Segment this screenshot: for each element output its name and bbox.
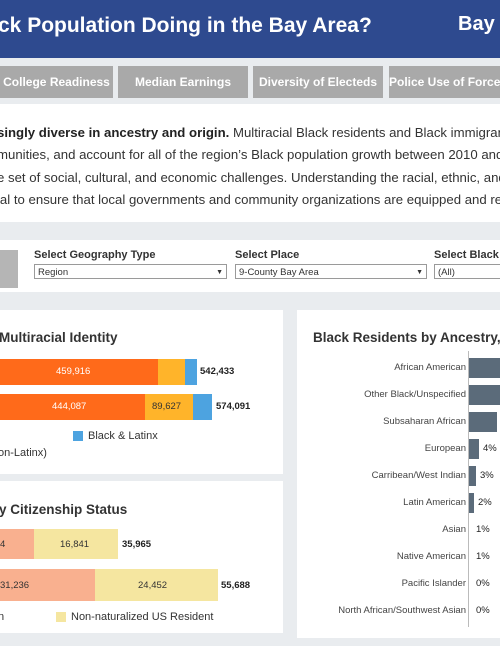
multiracial-row1-seg2[interactable] [158, 359, 185, 385]
geography-type-select[interactable]: Region ▼ [34, 264, 227, 279]
citizenship-row2-seg2-label: 24,452 [138, 580, 168, 591]
ancestry-pct-latin-american: 2% [478, 497, 492, 508]
legend-black-latinx: Black & Latinx [88, 430, 158, 442]
tab-median-earnings[interactable]: Median Earnings [118, 66, 248, 98]
tab-diversity-of-electeds[interactable]: Diversity of Electeds [253, 66, 383, 98]
ancestry-bar-other-black[interactable] [469, 385, 500, 405]
citizenship-row2-seg1-label: 31,236 [0, 580, 30, 591]
intro-panel: singly diverse in ancestry and origin. M… [0, 104, 500, 222]
ancestry-bar-subsaharan[interactable] [469, 412, 497, 432]
citizenship-row1-seg2[interactable] [34, 529, 118, 559]
citizenship-row1-total: 35,965 [122, 539, 152, 550]
intro-paragraph: singly diverse in ancestry and origin. M… [0, 122, 500, 212]
geography-type-value: Region [38, 267, 69, 278]
citizenship-panel: y Citizenship Status 4 16,841 35,965 31,… [0, 481, 283, 633]
citizenship-row1-seg1-label: 4 [0, 539, 6, 550]
multiracial-identity-panel: Multiracial Identity 459,916 542,433 444… [0, 310, 283, 474]
multiracial-row2-seg1-label: 444,087 [52, 401, 87, 412]
citizenship-row2-seg1[interactable] [0, 569, 95, 601]
ancestry-pct-north-african: 0% [476, 605, 490, 616]
ancestry-label-subsaharan: Subsaharan African [383, 416, 466, 427]
black-pop-label: Select Black P [434, 249, 500, 261]
black-pop-select[interactable]: (All) [434, 264, 500, 279]
place-select[interactable]: 9-County Bay Area ▼ [235, 264, 427, 279]
geography-type-label: Select Geography Type [34, 249, 156, 261]
ancestry-panel: Black Residents by Ancestry, 2 [297, 310, 500, 638]
chevron-down-icon: ▼ [216, 269, 223, 276]
multiracial-row2-seg3[interactable] [193, 394, 212, 420]
multiracial-title: Multiracial Identity [0, 330, 118, 345]
ancestry-title: Black Residents by Ancestry, 2 [313, 330, 500, 345]
filter-toggle-button[interactable] [0, 250, 18, 288]
multiracial-row1-seg1[interactable] [0, 359, 158, 385]
legend-swatch-black-latinx [73, 431, 83, 441]
ancestry-bar-european[interactable] [469, 439, 479, 459]
dashboard-title: ck Population Doing in the Bay Area? [0, 14, 372, 37]
ancestry-pct-caribbean: 3% [480, 470, 494, 481]
ancestry-bar-caribbean[interactable] [469, 466, 476, 486]
citizenship-row1-seg1[interactable] [0, 529, 34, 559]
ancestry-pct-native-american: 1% [476, 551, 490, 562]
multiracial-row2-seg2[interactable] [145, 394, 193, 420]
ancestry-pct-european: 4% [483, 443, 497, 454]
chevron-down-icon: ▼ [416, 269, 423, 276]
ancestry-bar-latin-american[interactable] [469, 493, 474, 513]
place-value: 9-County Bay Area [239, 267, 319, 278]
intro-lead: singly diverse in ancestry and origin. [0, 125, 230, 140]
ancestry-label-north-african: North African/Southwest Asian [338, 605, 466, 616]
ancestry-label-other-black: Other Black/Unspecified [364, 389, 466, 400]
intro-line-2: munities, and account for all of the reg… [0, 147, 500, 163]
multiracial-row1-seg1-label: 459,916 [56, 366, 91, 377]
ancestry-label-european: European [424, 443, 466, 454]
citizenship-row2-seg2[interactable] [95, 569, 218, 601]
intro-line-3: e set of social, cultural, and economic … [0, 169, 500, 185]
multiracial-row1-total: 542,433 [200, 366, 235, 377]
brand-logo-text: Bay A [458, 13, 500, 35]
ancestry-label-african-american: African American [394, 362, 466, 373]
ancestry-bar-african-american[interactable] [469, 358, 500, 378]
ancestry-label-latin-american: Latin American [403, 497, 466, 508]
ancestry-label-pacific-islander: Pacific Islander [401, 578, 466, 589]
citizenship-row1-seg2-label: 16,841 [60, 539, 90, 550]
intro-line-4: ial to ensure that local governments and… [0, 192, 500, 208]
multiracial-row2-total: 574,091 [216, 401, 251, 412]
legend-naturalized: n [0, 611, 5, 623]
tab-college-readiness[interactable]: College Readiness [0, 66, 113, 98]
ancestry-label-caribbean: Carribean/West Indian [371, 470, 466, 481]
place-label: Select Place [235, 249, 300, 261]
multiracial-row2-seg1[interactable] [0, 394, 145, 420]
ancestry-axis [468, 351, 469, 627]
tab-police-use-of-force[interactable]: Police Use of Force [389, 66, 500, 98]
legend-non-naturalized: Non-naturalized US Resident [71, 611, 214, 623]
black-pop-value: (All) [438, 267, 455, 278]
tab-bar: College Readiness Median Earnings Divers… [0, 66, 500, 98]
multiracial-row2-seg2-label: 89,627 [152, 401, 182, 412]
filter-bar: Select Geography Type Region ▼ Select Pl… [0, 240, 500, 292]
ancestry-label-native-american: Native American [396, 551, 466, 562]
legend-footnote: on-Latinx) [0, 447, 47, 459]
ancestry-pct-asian: 1% [476, 524, 490, 535]
legend-swatch-non-naturalized [56, 612, 66, 622]
intro-line-1: Multiracial Black residents and Black im… [229, 125, 500, 140]
ancestry-pct-pacific-islander: 0% [476, 578, 490, 589]
citizenship-row2-total: 55,688 [221, 580, 251, 591]
multiracial-row1-seg3[interactable] [185, 359, 197, 385]
ancestry-label-asian: Asian [442, 524, 466, 535]
citizenship-title: y Citizenship Status [0, 502, 128, 517]
dashboard-header: ck Population Doing in the Bay Area? Bay… [0, 0, 500, 58]
